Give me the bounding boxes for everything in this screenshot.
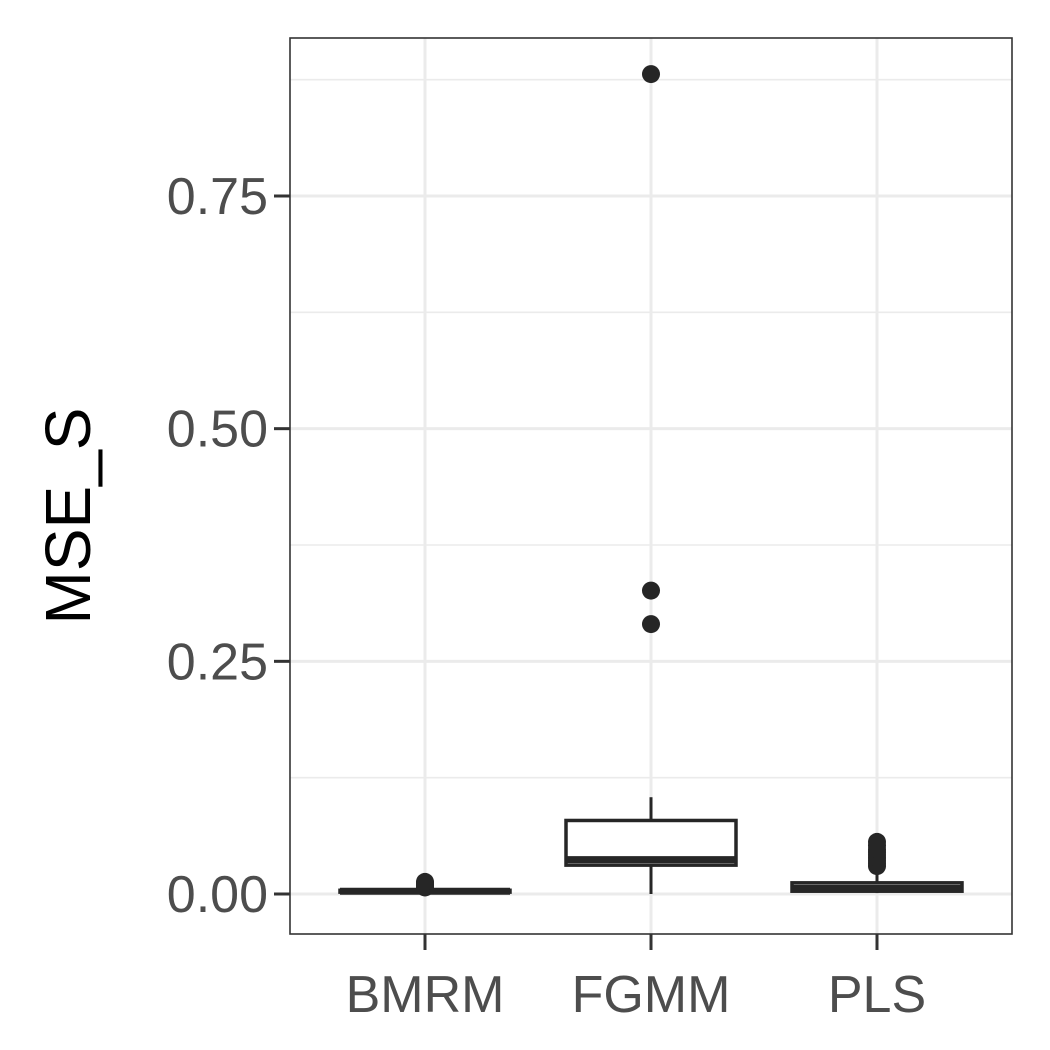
- x-tick-label: BMRM: [346, 966, 505, 1024]
- x-tick-label: PLS: [828, 966, 926, 1024]
- outlier-point: [416, 872, 434, 891]
- outlier-point: [642, 581, 660, 600]
- y-tick-label: 0.50: [167, 401, 268, 459]
- y-tick-label: 0.00: [167, 866, 268, 924]
- box-bmrm: [338, 872, 512, 897]
- box-pls: [790, 832, 964, 894]
- x-tick-label: FGMM: [572, 966, 731, 1024]
- x-axis-ticks: BMRM FGMM PLS: [346, 934, 926, 1024]
- y-axis-title: MSE_S: [32, 408, 104, 625]
- major-gridlines: [290, 38, 1012, 934]
- boxes: [338, 65, 964, 897]
- y-tick-label: 0.75: [167, 168, 268, 226]
- outlier-point: [642, 65, 660, 84]
- y-axis-ticks: 0.00 0.25 0.50 0.75: [167, 168, 290, 924]
- y-tick-label: 0.25: [167, 633, 268, 691]
- outlier-point: [868, 832, 886, 851]
- outlier-point: [642, 615, 660, 634]
- box-fgmm: [564, 65, 738, 894]
